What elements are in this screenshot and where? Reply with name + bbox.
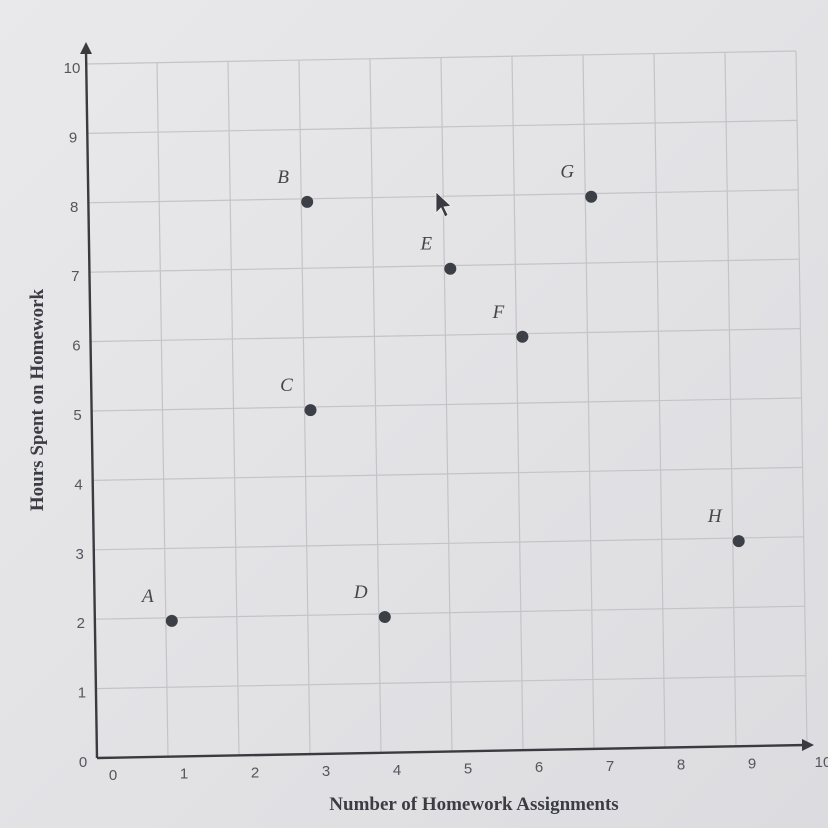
- grid-line-horizontal: [93, 536, 804, 551]
- grid: [85, 50, 808, 757]
- x-tick-label: 2: [251, 764, 259, 781]
- data-points: A B C D E F G H: [140, 162, 745, 627]
- x-tick-label: 0: [109, 767, 117, 784]
- grid-line-horizontal: [94, 605, 805, 620]
- data-point-g: [585, 190, 598, 203]
- x-tick-label: 7: [606, 758, 614, 775]
- y-tick-label: 2: [77, 615, 85, 632]
- point-label-g: G: [560, 162, 574, 183]
- grid-line-horizontal: [90, 328, 801, 343]
- y-axis-title: Hours Spent on Homework: [27, 288, 48, 511]
- point-label-h: H: [707, 506, 723, 527]
- y-tick-label: 7: [71, 268, 79, 285]
- x-tick-label: 4: [393, 762, 401, 779]
- x-axis-arrow-icon: [802, 739, 814, 751]
- grid-line-horizontal: [89, 258, 800, 273]
- data-point-h: [732, 535, 745, 548]
- tick-labels: 0 1 2 3 4 5 6 7 8 9 10 0 1 2 3 4 5 6 7 8 9 10: [64, 60, 828, 784]
- point-label-a: A: [140, 586, 154, 607]
- x-tick-label: 1: [180, 766, 188, 783]
- mouse-cursor-icon: [435, 191, 452, 218]
- point-label-e: E: [419, 234, 432, 255]
- data-point-d: [378, 611, 391, 623]
- data-point-c: [304, 404, 317, 417]
- y-tick-label: 4: [74, 476, 82, 493]
- data-point-b: [301, 195, 314, 208]
- x-tick-label: 8: [677, 757, 685, 774]
- y-tick-label: 5: [73, 407, 81, 424]
- point-label-c: C: [280, 375, 293, 396]
- point-label-b: B: [277, 167, 289, 188]
- axes: [80, 42, 814, 760]
- grid-line-horizontal: [95, 675, 806, 690]
- y-tick-label: 1: [78, 685, 86, 702]
- x-tick-label: 6: [535, 759, 543, 776]
- x-tick-label: 10: [815, 754, 828, 771]
- x-axis-line: [96, 743, 807, 760]
- data-point-f: [516, 330, 529, 343]
- grid-line-horizontal: [85, 50, 797, 65]
- y-tick-label: 10: [64, 60, 81, 77]
- grid-line-horizontal: [92, 466, 803, 481]
- y-tick-label: 9: [69, 129, 77, 146]
- y-axis-line: [84, 49, 99, 759]
- grid-line-horizontal: [88, 189, 799, 204]
- y-tick-label: 0: [79, 754, 87, 771]
- x-tick-label: 9: [748, 755, 756, 772]
- y-tick-label: 6: [72, 338, 80, 355]
- point-label-d: D: [353, 582, 368, 603]
- point-label-f: F: [492, 302, 505, 323]
- grid-line-horizontal: [87, 119, 798, 134]
- x-tick-label: 5: [464, 761, 472, 778]
- grid-line-horizontal: [91, 397, 802, 412]
- x-tick-label: 3: [322, 763, 330, 780]
- data-point-e: [444, 262, 457, 275]
- y-tick-label: 3: [76, 546, 84, 563]
- y-axis-arrow-icon: [80, 42, 92, 54]
- data-point-a: [165, 614, 178, 627]
- y-tick-label: 8: [70, 199, 78, 216]
- x-axis-title: Number of Homework Assignments: [329, 794, 618, 815]
